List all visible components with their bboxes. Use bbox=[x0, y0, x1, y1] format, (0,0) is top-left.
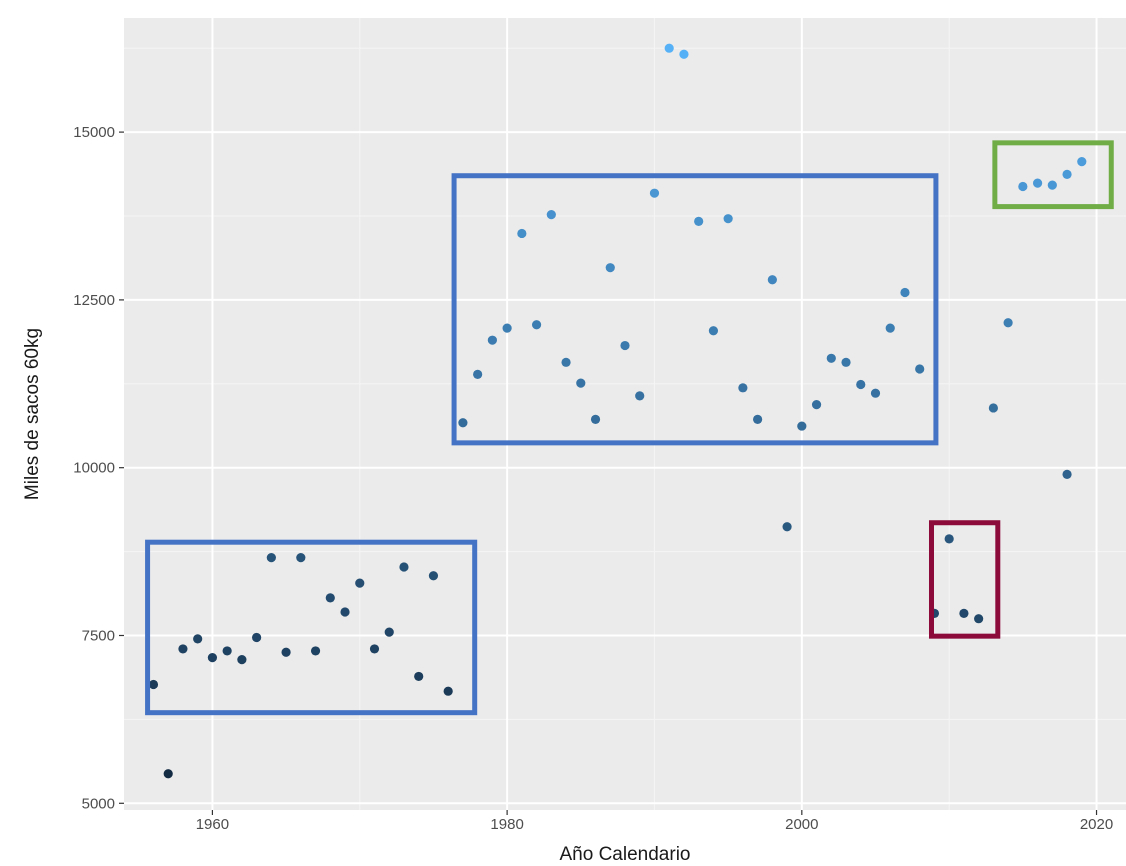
data-point bbox=[148, 679, 159, 690]
data-point bbox=[487, 335, 497, 345]
data-point bbox=[959, 608, 969, 618]
data-point bbox=[753, 414, 763, 424]
data-point bbox=[237, 655, 247, 665]
data-point bbox=[310, 646, 321, 656]
data-point bbox=[414, 671, 424, 682]
data-point bbox=[576, 378, 586, 388]
x-tick-label: 2020 bbox=[1080, 816, 1113, 833]
data-point bbox=[281, 647, 291, 657]
data-point bbox=[193, 634, 203, 644]
y-tick-label: 12500 bbox=[73, 292, 115, 309]
data-point bbox=[856, 379, 866, 390]
data-point bbox=[870, 388, 881, 398]
data-point bbox=[841, 357, 851, 367]
data-point bbox=[355, 578, 365, 588]
data-point bbox=[649, 188, 660, 198]
data-point bbox=[767, 275, 777, 285]
data-point bbox=[1047, 180, 1057, 190]
x-tick-label: 2000 bbox=[785, 816, 818, 833]
data-point bbox=[531, 320, 542, 330]
x-tick-label: 1980 bbox=[490, 816, 523, 833]
data-point bbox=[974, 614, 984, 624]
data-point bbox=[546, 210, 556, 220]
box-2015-2019 bbox=[992, 140, 1114, 210]
box-1977-2008 bbox=[451, 173, 939, 446]
data-point bbox=[738, 383, 748, 393]
x-tick-label: 1960 bbox=[196, 816, 229, 833]
data-point bbox=[1032, 178, 1043, 188]
y-axis-title: Miles de sacos 60kg bbox=[22, 328, 43, 500]
data-point bbox=[590, 414, 601, 424]
axis-ticks: 1960 1980 2000 2020 5000 7500 10000 12500 15000 bbox=[73, 124, 1113, 833]
data-point bbox=[207, 653, 218, 663]
data-point bbox=[988, 403, 998, 413]
data-point bbox=[178, 644, 188, 654]
data-point bbox=[1062, 469, 1072, 480]
y-tick-label: 5000 bbox=[82, 795, 115, 812]
data-point bbox=[723, 214, 733, 224]
data-point bbox=[811, 400, 822, 410]
data-point bbox=[561, 357, 571, 367]
data-point bbox=[1018, 181, 1028, 192]
data-point bbox=[826, 353, 836, 363]
data-point bbox=[1003, 318, 1013, 328]
data-point bbox=[384, 627, 394, 637]
data-point bbox=[900, 287, 910, 298]
data-point bbox=[340, 607, 350, 617]
data-points bbox=[148, 43, 1087, 779]
data-point bbox=[369, 644, 380, 654]
y-tick-label: 10000 bbox=[73, 460, 115, 477]
data-point bbox=[944, 534, 954, 544]
data-point bbox=[222, 646, 232, 656]
annotation-boxes bbox=[145, 140, 1114, 716]
data-point bbox=[605, 263, 615, 273]
data-point bbox=[1062, 169, 1072, 179]
data-point bbox=[708, 326, 719, 336]
data-point bbox=[325, 593, 335, 603]
y-tick-label: 7500 bbox=[82, 627, 115, 644]
data-point bbox=[458, 418, 468, 428]
data-point bbox=[163, 769, 173, 779]
data-point bbox=[428, 571, 439, 581]
data-point bbox=[517, 228, 527, 239]
data-point bbox=[1077, 157, 1087, 167]
data-point bbox=[782, 522, 792, 532]
data-point bbox=[620, 340, 630, 351]
data-point bbox=[502, 323, 512, 333]
data-point bbox=[915, 364, 925, 374]
box-2009-2012 bbox=[928, 520, 1001, 639]
box-1956-1976 bbox=[145, 539, 478, 716]
minor-gridlines bbox=[124, 18, 1126, 810]
data-point bbox=[635, 391, 645, 401]
data-point bbox=[694, 216, 704, 226]
data-point bbox=[664, 43, 674, 53]
data-point bbox=[443, 686, 453, 696]
data-point bbox=[399, 562, 409, 572]
data-point bbox=[252, 632, 262, 643]
x-axis-title: Año Calendario bbox=[560, 844, 691, 865]
data-point bbox=[296, 553, 306, 563]
panel-background bbox=[124, 18, 1126, 810]
data-point bbox=[473, 369, 483, 379]
data-point bbox=[266, 553, 276, 563]
y-tick-label: 15000 bbox=[73, 124, 115, 141]
data-point bbox=[797, 421, 807, 431]
data-point bbox=[679, 49, 689, 59]
data-point bbox=[885, 323, 895, 333]
